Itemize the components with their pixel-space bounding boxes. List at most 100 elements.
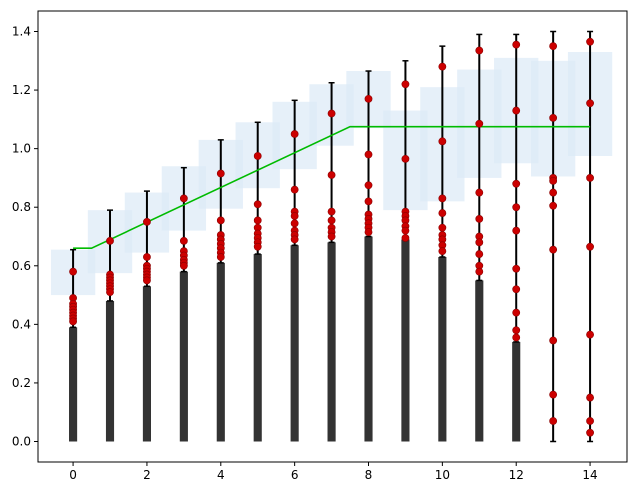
- point-10-1: [438, 137, 447, 146]
- point-5-2: [253, 216, 262, 225]
- point-7-2: [327, 207, 336, 216]
- point-1-0: [106, 236, 114, 245]
- point-7-6: [327, 232, 336, 241]
- point-4-0: [216, 169, 225, 178]
- y-tick-label-2: 0.4: [12, 317, 31, 331]
- point-11-8: [475, 267, 484, 276]
- point-2-0: [143, 217, 151, 226]
- point-12-8: [512, 326, 521, 335]
- point-14-5: [586, 393, 594, 402]
- point-14-1: [586, 99, 594, 108]
- x-tick-label-6: 12: [509, 468, 524, 480]
- point-12-9: [512, 333, 521, 342]
- point-2-7: [143, 276, 151, 285]
- point-13-4: [549, 188, 558, 197]
- point-8-2: [364, 181, 373, 190]
- point-13-0: [549, 42, 558, 51]
- x-tick-label-2: 4: [217, 468, 225, 480]
- bar-0: [69, 327, 78, 442]
- bar-7: [327, 242, 336, 442]
- bar-6: [290, 245, 299, 442]
- y-tick-label-5: 1.0: [12, 142, 31, 156]
- y-tick-label-7: 1.4: [12, 25, 31, 39]
- point-12-2: [512, 179, 521, 188]
- point-13-1: [549, 113, 558, 122]
- plot-frame: [37, 10, 628, 463]
- point-8-3: [364, 197, 373, 206]
- point-1-7: [106, 288, 114, 297]
- point-0-8: [69, 317, 77, 326]
- point-12-0: [512, 40, 521, 49]
- point-6-3: [290, 212, 299, 220]
- point-13-7: [549, 336, 558, 345]
- point-14-2: [586, 174, 594, 182]
- bar-11: [475, 280, 484, 442]
- point-3-0: [179, 194, 188, 203]
- y-tick-label-0: 0.0: [12, 435, 31, 449]
- point-10-3: [438, 209, 447, 217]
- point-14-7: [586, 428, 594, 437]
- point-6-4: [290, 219, 299, 228]
- x-tick-label-7: 14: [582, 468, 597, 480]
- point-11-5: [475, 238, 484, 247]
- line-series: [73, 125, 591, 250]
- x-axis: 0 2 4 6 8 10 12 14: [69, 462, 598, 480]
- point-6-1: [290, 185, 299, 194]
- point-14-4: [586, 330, 594, 339]
- bar-9: [401, 239, 410, 442]
- point-9-1: [401, 154, 410, 163]
- x-tick-label-5: 10: [435, 468, 450, 480]
- bar-12: [512, 341, 521, 442]
- point-9-7: [401, 234, 410, 242]
- point-6-7: [290, 235, 299, 244]
- x-tick-label-3: 6: [291, 468, 299, 480]
- point-4-7: [216, 253, 225, 261]
- point-7-1: [327, 171, 336, 179]
- point-9-6: [401, 226, 410, 235]
- point-5-7: [253, 242, 262, 251]
- point-11-3: [475, 215, 484, 223]
- bars-layer: [69, 236, 521, 442]
- point-10-0: [438, 62, 447, 71]
- point-14-3: [586, 242, 594, 251]
- point-9-0: [401, 80, 410, 89]
- x-tick-label-4: 8: [365, 468, 373, 480]
- bar-10: [438, 257, 447, 442]
- point-4-1: [216, 216, 225, 225]
- point-12-1: [512, 106, 521, 115]
- point-13-5: [549, 201, 558, 210]
- y-tick-label-6: 1.2: [12, 83, 31, 97]
- x-tick-label-1: 2: [143, 468, 151, 480]
- point-7-0: [327, 109, 336, 118]
- point-12-7: [512, 308, 521, 317]
- point-12-4: [512, 226, 521, 235]
- line-layer: [73, 125, 591, 250]
- point-5-0: [253, 152, 262, 160]
- point-3-6: [179, 261, 188, 270]
- point-11-1: [475, 119, 484, 128]
- point-13-9: [549, 417, 558, 425]
- bar-5: [253, 254, 262, 442]
- point-11-6: [475, 250, 484, 258]
- point-12-3: [512, 203, 521, 212]
- point-8-1: [364, 150, 373, 159]
- point-13-6: [549, 245, 558, 254]
- y-axis: 0.0 0.2 0.4 0.6 0.8 1.0 1.2 1.4: [12, 25, 38, 449]
- point-3-1: [179, 236, 188, 245]
- point-13-8: [549, 390, 558, 399]
- x-tick-label-0: 0: [69, 468, 77, 480]
- point-10-8: [438, 247, 447, 256]
- point-13-3: [549, 176, 558, 185]
- y-tick-label-3: 0.6: [12, 259, 31, 273]
- point-10-2: [438, 194, 447, 203]
- point-5-1: [253, 200, 262, 209]
- bar-4: [216, 262, 225, 442]
- bar-3: [179, 271, 188, 442]
- bar-2: [142, 286, 151, 442]
- point-14-0: [586, 37, 594, 46]
- point-12-5: [512, 264, 521, 273]
- point-14-6: [586, 417, 594, 425]
- bar-8: [364, 236, 373, 442]
- y-tick-label-4: 0.8: [12, 200, 31, 214]
